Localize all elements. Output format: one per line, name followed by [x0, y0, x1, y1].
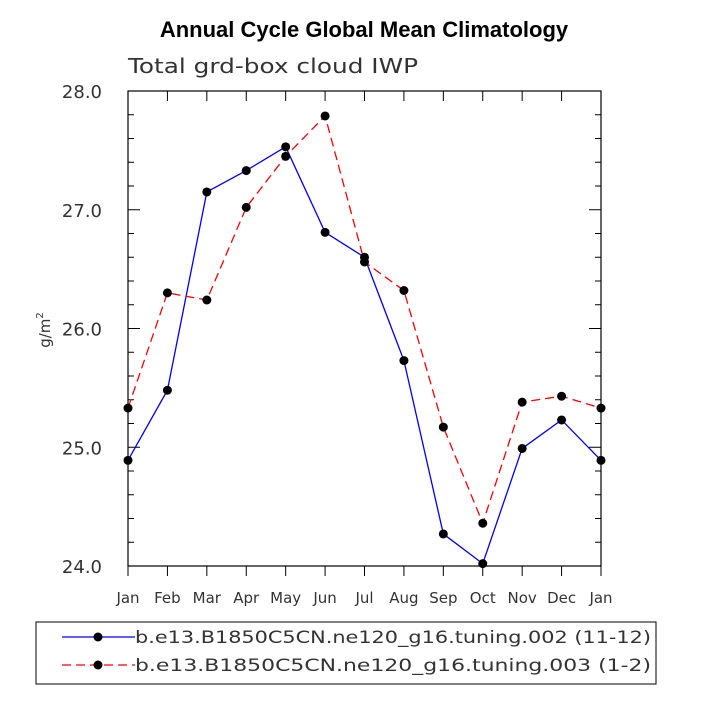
series-layer — [124, 111, 606, 568]
y-axis-label-base: g/m — [36, 319, 54, 348]
y-tick-label: 27.0 — [62, 201, 102, 222]
series-2-point — [124, 404, 133, 413]
x-tick-label: Jan — [588, 589, 612, 607]
series-1-point — [202, 187, 211, 196]
series-2-point — [557, 392, 566, 401]
series-1-point — [242, 166, 251, 175]
series-line-2 — [128, 116, 601, 523]
series-2-point — [478, 519, 487, 528]
chart-subtitle: Total grd-box cloud IWP — [127, 54, 418, 78]
x-tick-label: Jul — [354, 589, 373, 607]
legend: b.e13.B1850C5CN.ne120_g16.tuning.002 (11… — [62, 628, 651, 676]
x-tick-label: Dec — [547, 589, 576, 607]
series-2-point — [360, 258, 369, 267]
x-tick-label: Nov — [508, 589, 537, 607]
y-tick-label: 26.0 — [62, 320, 102, 341]
x-tick-label: Apr — [233, 589, 260, 607]
series-2-point — [439, 423, 448, 432]
x-tick-label: Feb — [154, 589, 181, 607]
series-1-point — [518, 444, 527, 453]
legend-label-2: b.e13.B1850C5CN.ne120_g16.tuning.003 (1-… — [135, 656, 651, 676]
series-1-point — [557, 415, 566, 424]
y-tick-label: 28.0 — [62, 82, 102, 103]
plot-frame — [128, 91, 601, 566]
series-1-point — [399, 356, 408, 365]
series-1-point — [124, 456, 133, 465]
series-2-point — [597, 404, 606, 413]
axis-ticks — [128, 91, 601, 576]
series-1-point — [281, 142, 290, 151]
x-tick-label: Aug — [389, 589, 418, 607]
series-2-point — [242, 203, 251, 212]
line-chart: Annual Cycle Global Mean Climatology Tot… — [0, 0, 703, 703]
x-tick-label: Jan — [115, 589, 139, 607]
y-tick-label: 25.0 — [62, 438, 102, 459]
series-2-point — [281, 152, 290, 161]
legend-marker-2 — [94, 661, 103, 670]
y-axis-label-group: g/m2 — [35, 312, 54, 348]
series-2-point — [163, 288, 172, 297]
series-1-point — [597, 456, 606, 465]
x-tick-labels: Jan Feb Mar Apr May Jun Jul Aug Sep Oct Nov Dec Jan — [115, 589, 612, 607]
series-2-point — [321, 111, 330, 120]
series-2-point — [202, 296, 211, 305]
series-1-point — [321, 228, 330, 237]
x-tick-label: Oct — [470, 589, 496, 607]
x-tick-label: Jun — [312, 589, 336, 607]
y-axis-label-superscript: 2 — [35, 312, 46, 318]
x-tick-label: Mar — [193, 589, 222, 607]
series-1-point — [478, 559, 487, 568]
series-1-point — [163, 386, 172, 395]
series-1-point — [439, 529, 448, 538]
series-2-point — [518, 398, 527, 407]
x-tick-label: Sep — [429, 589, 457, 607]
series-2-point — [399, 286, 408, 295]
legend-marker-1 — [94, 633, 103, 642]
legend-label-1: b.e13.B1850C5CN.ne120_g16.tuning.002 (11… — [135, 628, 651, 648]
x-tick-label: May — [270, 589, 301, 607]
series-line-1 — [128, 147, 601, 564]
y-tick-label: 24.0 — [62, 557, 102, 578]
y-axis-label: g/m2 — [35, 312, 54, 348]
y-tick-labels: 24.0 25.0 26.0 27.0 28.0 — [62, 82, 102, 578]
chart-title: Annual Cycle Global Mean Climatology — [160, 17, 569, 42]
